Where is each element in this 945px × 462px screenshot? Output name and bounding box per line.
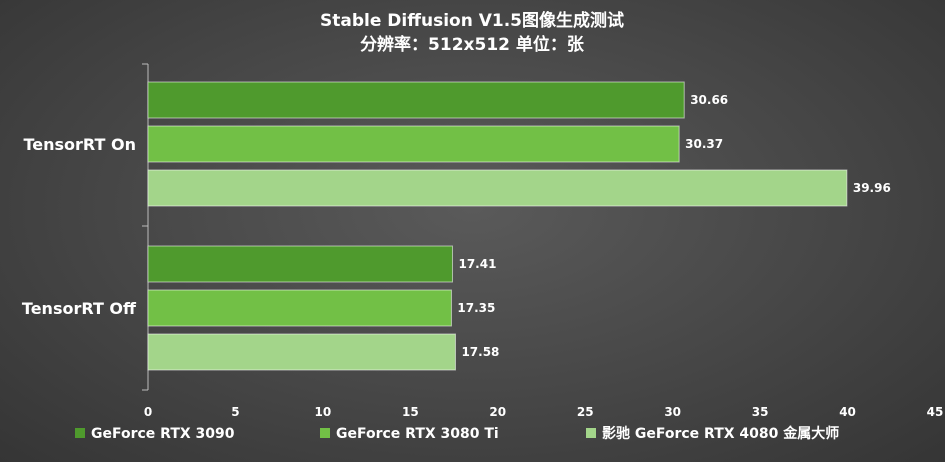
data-label-0-2: 39.96 [853,181,891,195]
bars: 30.66 30.37 39.96 17.41 17.35 17.58 [147,81,891,371]
data-label-0-1: 30.37 [685,137,723,151]
data-label-1-2: 17.58 [461,345,499,359]
bar-0-2 [147,169,848,207]
x-tick-label-3: 15 [402,405,419,419]
x-tick-label-1: 5 [231,405,239,419]
legend-swatch-1 [320,428,330,438]
x-tick-label-5: 25 [577,405,594,419]
legend-label-0: GeForce RTX 3090 [91,426,235,442]
category-labels: TensorRT On TensorRT Off [22,135,137,318]
x-tick-label-6: 30 [664,405,681,419]
legend-swatch-2 [586,428,596,438]
bar-1-2 [147,333,456,371]
x-tick-label-9: 45 [927,405,944,419]
legend: GeForce RTX 3090 GeForce RTX 3080 Ti 影驰 Ge… [75,425,839,442]
bar-0-0 [147,81,685,119]
x-axis-ticks: 0 5 10 15 20 25 30 35 40 45 [144,405,944,419]
bar-1-1 [147,289,452,327]
bar-0-1 [147,125,680,163]
x-tick-label-2: 10 [315,405,332,419]
legend-swatch-0 [75,428,85,438]
data-label-0-0: 30.66 [690,93,728,107]
chart-title: Stable Diffusion V1.5图像生成测试 [320,10,624,31]
category-label-1: TensorRT Off [22,299,137,318]
data-label-1-1: 17.35 [457,301,495,315]
chart-subtitle: 分辨率：512x512 单位：张 [360,34,585,55]
x-tick-label-0: 0 [144,405,152,419]
x-tick-label-7: 35 [752,405,769,419]
legend-label-2: 影驰 GeForce RTX 4080 金属大师 [602,425,839,442]
data-label-1-0: 17.41 [458,257,496,271]
category-label-0: TensorRT On [23,135,136,154]
legend-label-1: GeForce RTX 3080 Ti [336,426,499,442]
y-axis [142,63,149,391]
bar-1-0 [147,245,453,283]
x-tick-label-4: 20 [489,405,506,419]
x-tick-label-8: 40 [839,405,856,419]
